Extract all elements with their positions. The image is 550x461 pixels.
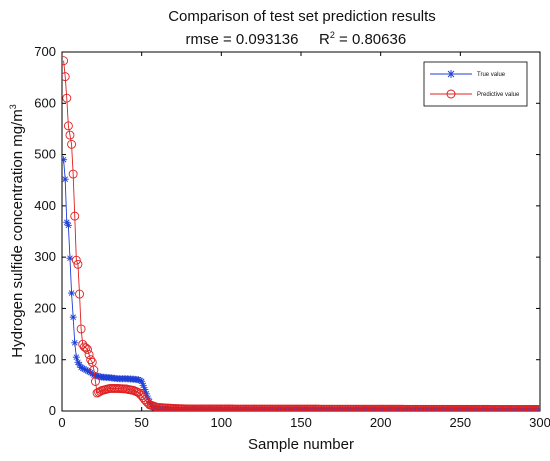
y-tick-label: 600 xyxy=(34,95,56,110)
data-point-predictive-value xyxy=(62,72,70,82)
x-tick-label: 300 xyxy=(529,415,550,430)
x-tick-label: 50 xyxy=(134,415,148,430)
y-tick-label: 300 xyxy=(34,249,56,264)
data-point-predictive-value xyxy=(70,211,80,221)
data-point-predictive-value xyxy=(79,342,89,352)
data-point-true-value xyxy=(69,313,77,321)
y-axis-label-main: Hydrogen sulfide concentration mg/m xyxy=(9,109,26,357)
data-point-predictive-value xyxy=(84,350,94,360)
series-line-true-value xyxy=(63,159,540,411)
data-point-predictive-value xyxy=(134,388,143,397)
data-point-predictive-value xyxy=(63,121,73,131)
r2-label: R xyxy=(319,31,330,48)
axis-ticks: 0 50 100 150 200 250 300 0 100 200 300 400 500 600 700 xyxy=(34,44,550,430)
data-point-predictive-value xyxy=(83,345,92,354)
x-axis-label: Sample number xyxy=(248,436,354,453)
chart-subtitle-r2: R2 = 0.80636 xyxy=(319,30,406,48)
data-point-predictive-value xyxy=(140,395,150,405)
y-tick-label: 400 xyxy=(34,198,56,213)
data-point-true-value xyxy=(66,254,74,262)
x-tick-label: 150 xyxy=(290,415,312,430)
data-point-predictive-value xyxy=(73,259,83,269)
y-tick-label: 500 xyxy=(34,147,56,162)
y-tick-label: 0 xyxy=(49,403,56,418)
data-point-predictive-value xyxy=(68,169,78,179)
y-tick-label: 100 xyxy=(34,352,56,367)
data-point-true-value xyxy=(72,353,80,361)
y-tick-label: 200 xyxy=(34,300,56,315)
x-tick-label: 0 xyxy=(58,415,65,430)
data-point-true-value xyxy=(64,221,72,229)
data-point-predictive-value xyxy=(71,255,81,265)
x-tick-label: 200 xyxy=(370,415,392,430)
data-point-predictive-value xyxy=(91,377,100,386)
legend-true-marker xyxy=(447,70,455,78)
chart-title: Comparison of test set prediction result… xyxy=(168,8,436,25)
data-point-true-value xyxy=(68,289,76,297)
y-tick-label: 700 xyxy=(34,44,56,59)
data-point-predictive-value xyxy=(86,355,96,365)
data-point-true-value xyxy=(62,175,69,183)
r2-superscript: 2 xyxy=(330,30,335,40)
series-line-predictive-value xyxy=(63,60,540,410)
legend-pred-marker xyxy=(446,89,456,99)
data-point-predictive-value xyxy=(67,139,77,149)
data-point-predictive-value xyxy=(76,324,86,334)
legend-true-label: True value xyxy=(477,72,506,78)
data-point-predictive-value xyxy=(75,289,84,299)
data-point-true-value xyxy=(71,339,79,347)
data-point-predictive-value xyxy=(535,405,540,411)
data-point-predictive-value xyxy=(89,365,99,375)
legend-pred-label: Predictive value xyxy=(477,92,520,98)
data-point-true-value xyxy=(62,156,68,164)
r2-value: = 0.80636 xyxy=(335,31,406,48)
x-tick-label: 100 xyxy=(210,415,232,430)
legend-box xyxy=(423,61,528,107)
y-axis-label-sup: 3 xyxy=(8,104,18,109)
x-tick-label: 250 xyxy=(449,415,471,430)
data-point-predictive-value xyxy=(65,130,75,140)
series-layer xyxy=(62,56,540,411)
data-point-predictive-value xyxy=(62,56,69,66)
legend: True value Predictive value xyxy=(423,61,528,107)
data-point-predictive-value xyxy=(62,93,72,103)
y-axis-label: Hydrogen sulfide concentration mg/m3 xyxy=(8,104,26,357)
chart-subtitle-rmse: rmse = 0.093136 xyxy=(186,31,299,48)
